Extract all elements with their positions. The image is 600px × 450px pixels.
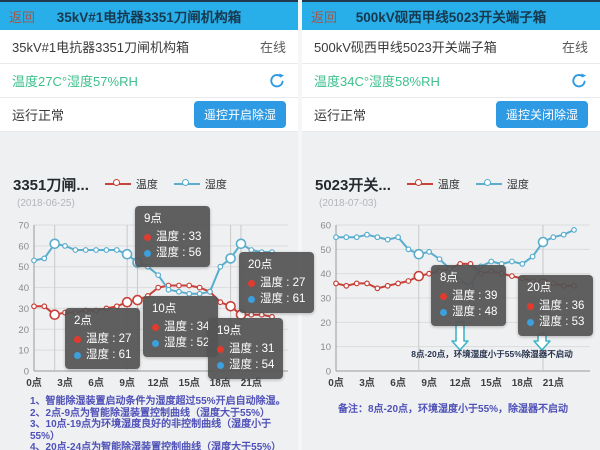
chart-tooltip: 2点 温度 : 27 湿度 : 61 <box>65 308 141 369</box>
line-series-icon <box>475 179 502 189</box>
svg-text:50: 50 <box>320 245 331 256</box>
footnote-line: 2、2点-9点为智能除湿装置控制曲线（湿度大于55%） <box>30 407 271 419</box>
svg-text:15点: 15点 <box>481 376 502 389</box>
line-series-icon <box>406 179 433 189</box>
svg-text:30: 30 <box>18 304 29 315</box>
svg-text:18点: 18点 <box>210 376 231 389</box>
svg-text:10: 10 <box>18 346 29 357</box>
svg-text:40: 40 <box>18 283 29 294</box>
appbar: 返回 500kV砚西甲线5023开关端子箱 <box>302 0 600 30</box>
chart-tooltip: 20点 温度 : 36 湿度 : 53 <box>518 275 594 336</box>
online-status-badge: 在线 <box>259 40 286 55</box>
appbar-title: 500kV砚西甲线5023开关端子箱 <box>355 10 547 25</box>
svg-text:6点: 6点 <box>88 376 104 389</box>
chart-card: 3351刀闸... 温度 湿度 (2018-06-25) 0 10 20 30 40 50… <box>0 132 315 450</box>
device-name: 500kV砚西甲线5023开关端子箱 <box>314 40 497 55</box>
footnote-line: 4、20点-24点为智能除湿装置控制曲线（湿度大于55%） <box>30 442 282 450</box>
device-row: 500kV砚西甲线5023开关端子箱 在线 <box>302 30 600 64</box>
chart-header: 5023开关... 温度 湿度 <box>302 170 600 198</box>
chart-date: (2018-06-25) <box>17 198 75 209</box>
remote-dehumidify-button[interactable]: 遥控关闭除湿 <box>495 101 588 128</box>
chart-title: 5023开关... <box>315 176 391 194</box>
chart-tooltip: 8点 温度 : 39 湿度 : 48 <box>431 265 507 326</box>
legend-label: 湿度 <box>204 179 227 191</box>
svg-text:3点: 3点 <box>57 376 73 389</box>
device-name: 35kV#1电抗器3351刀闸机构箱 <box>12 40 190 55</box>
svg-text:30: 30 <box>320 294 331 305</box>
line-series-icon <box>104 179 131 189</box>
legend-item-temperature[interactable]: 温度 <box>104 176 158 192</box>
footnote-line: 1、智能除湿装置启动条件为湿度超过55%开启自动除湿。 <box>30 396 286 407</box>
chart-footnotes: 备注：8点-20点，环境湿度小于55%，除湿器不启动 <box>302 394 600 416</box>
svg-text:20: 20 <box>18 325 29 336</box>
svg-text:0点: 0点 <box>328 376 344 389</box>
footnote-line: 备注：8点-20点，环境湿度小于55%，除湿器不启动 <box>338 404 569 415</box>
chart-tooltip: 9点 温度 : 33 湿度 : 56 <box>135 206 211 267</box>
back-button[interactable]: 返回 <box>9 9 36 25</box>
svg-text:40: 40 <box>320 269 331 280</box>
svg-text:12点: 12点 <box>450 376 471 389</box>
refresh-button[interactable] <box>268 72 286 90</box>
refresh-icon <box>270 72 285 87</box>
svg-text:3点: 3点 <box>359 376 375 389</box>
run-status-text: 运行正常 <box>314 108 367 123</box>
legend-label: 温度 <box>135 179 158 191</box>
svg-text:0点: 0点 <box>26 376 42 389</box>
run-status-text: 运行正常 <box>12 108 65 123</box>
svg-text:60: 60 <box>18 241 29 252</box>
svg-text:15点: 15点 <box>179 376 200 389</box>
remote-dehumidify-button[interactable]: 遥控开启除湿 <box>193 101 286 128</box>
chart-tooltip: 10点 温度 : 34 湿度 : 52 <box>143 296 219 357</box>
svg-text:60: 60 <box>320 221 331 232</box>
temperature-humidity-reading: 温度27C°湿度57%RH <box>12 74 138 89</box>
svg-text:6点: 6点 <box>390 376 406 389</box>
chart-legend: 温度 湿度 <box>104 176 227 192</box>
online-status-badge: 在线 <box>561 40 588 55</box>
chart-header: 3351刀闸... 温度 湿度 <box>0 170 298 198</box>
svg-text:21点: 21点 <box>241 376 262 389</box>
legend-item-temperature[interactable]: 温度 <box>406 176 460 192</box>
svg-text:12点: 12点 <box>148 376 169 389</box>
svg-text:0: 0 <box>24 367 29 378</box>
refresh-icon <box>572 72 587 87</box>
svg-text:18点: 18点 <box>512 376 533 389</box>
chart-legend: 温度 湿度 <box>406 176 529 192</box>
svg-text:21点: 21点 <box>543 376 564 389</box>
status-row: 运行正常 遥控开启除湿 <box>0 98 298 132</box>
device-row: 35kV#1电抗器3351刀闸机构箱 在线 <box>0 30 298 64</box>
legend-label: 温度 <box>437 179 460 191</box>
line-series-icon <box>173 179 200 189</box>
back-button[interactable]: 返回 <box>311 9 338 25</box>
legend-label: 湿度 <box>506 179 529 191</box>
legend-item-humidity[interactable]: 湿度 <box>475 176 529 192</box>
svg-text:9点: 9点 <box>119 376 135 389</box>
refresh-button[interactable] <box>570 72 588 90</box>
chart-card: 5023开关... 温度 湿度 (2018-07-03) 0 10 20 30 40 50… <box>302 132 600 450</box>
chart-tooltip: 20点 温度 : 27 湿度 : 61 <box>239 252 315 313</box>
legend-item-humidity[interactable]: 湿度 <box>173 176 227 192</box>
svg-text:8点-20点，环境湿度小于55%除湿器不启动: 8点-20点，环境湿度小于55%除湿器不启动 <box>411 349 573 359</box>
chart-footnotes: 1、智能除湿装置启动条件为湿度超过55%开启自动除湿。 2、2点-9点为智能除湿… <box>0 394 298 450</box>
status-row: 运行正常 遥控关闭除湿 <box>302 98 600 132</box>
appbar: 返回 35kV#1电抗器3351刀闸机构箱 <box>0 0 298 30</box>
panel-left: 返回 35kV#1电抗器3351刀闸机构箱 35kV#1电抗器3351刀闸机构箱… <box>0 0 315 450</box>
footnote-line: 3、10点-19点为环境湿度良好的非控制曲线（湿度小于55%） <box>30 419 272 442</box>
reading-row: 温度34C°湿度58%RH <box>302 64 600 98</box>
reading-row: 温度27C°湿度57%RH <box>0 64 298 98</box>
panel-right: 返回 500kV砚西甲线5023开关端子箱 500kV砚西甲线5023开关端子箱… <box>302 0 600 450</box>
chart-tooltip: 19点 温度 : 31 湿度 : 54 <box>208 318 284 379</box>
svg-text:50: 50 <box>18 262 29 273</box>
svg-text:0: 0 <box>326 367 331 378</box>
svg-text:70: 70 <box>18 221 29 232</box>
svg-text:10: 10 <box>320 342 331 353</box>
temperature-humidity-reading: 温度34C°湿度58%RH <box>314 74 440 89</box>
svg-text:20: 20 <box>320 318 331 329</box>
svg-text:9点: 9点 <box>421 376 437 389</box>
chart-date: (2018-07-03) <box>319 198 377 209</box>
chart-title: 3351刀闸... <box>13 176 89 194</box>
appbar-title: 35kV#1电抗器3351刀闸机构箱 <box>56 10 242 25</box>
